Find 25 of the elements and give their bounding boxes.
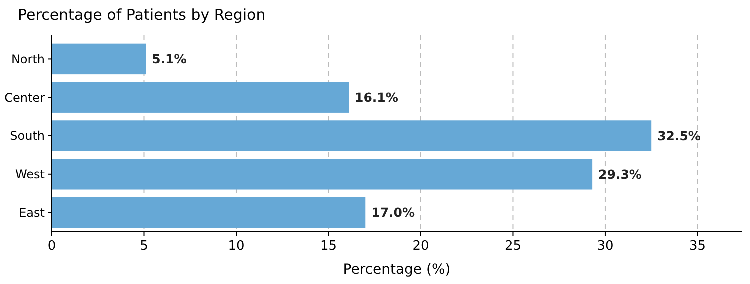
x-tick-label: 5 [140, 239, 148, 254]
x-tick-label: 0 [48, 239, 56, 254]
bar [52, 82, 350, 113]
y-tick-label: Center [4, 90, 46, 105]
x-axis-title: Percentage (%) [343, 262, 451, 278]
x-tick-label: 20 [412, 239, 430, 254]
y-tick-label: North [11, 52, 45, 66]
data-label: 29.3% [598, 166, 642, 182]
data-label: 5.1% [152, 52, 188, 67]
x-tick-label: 15 [320, 239, 338, 254]
bar [52, 44, 146, 75]
x-tick-label: 10 [228, 239, 245, 254]
data-label: 16.1% [355, 90, 399, 105]
bar [52, 120, 652, 152]
y-tick-label: South [10, 129, 45, 144]
data-label: 17.0% [372, 205, 416, 220]
chart-title: Percentage of Patients by Region [18, 6, 266, 24]
bar [52, 197, 366, 228]
y-tick-label: East [19, 206, 46, 220]
y-tick-label: West [15, 168, 46, 182]
data-label: 32.5% [658, 128, 702, 144]
x-tick-label: 25 [504, 239, 522, 254]
bar [52, 159, 593, 190]
x-tick-label: 30 [597, 239, 614, 254]
x-tick-label: 35 [689, 239, 706, 254]
